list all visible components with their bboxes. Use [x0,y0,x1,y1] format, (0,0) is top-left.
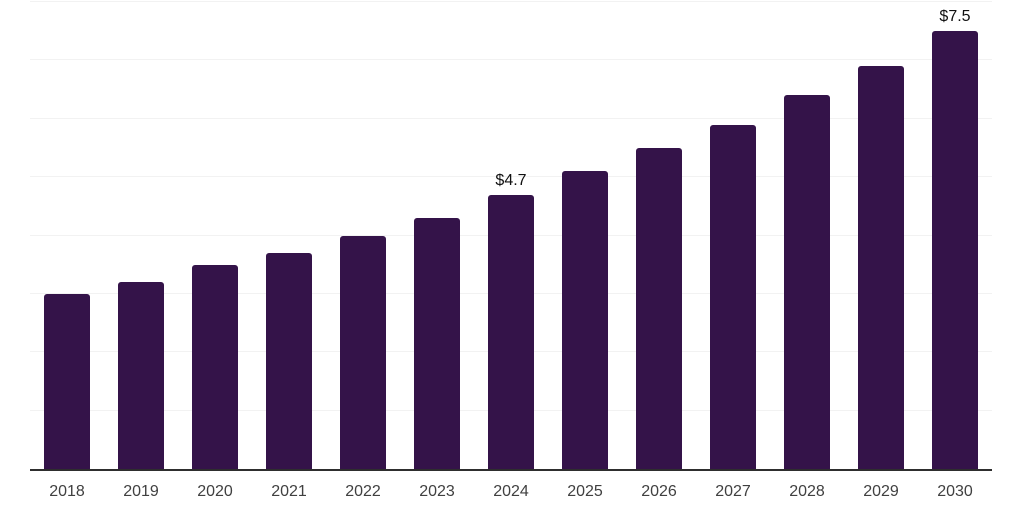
bar-slot-2020 [178,2,252,469]
bar-2029 [858,66,904,469]
gridline [30,59,992,61]
x-tick-2027: 2027 [715,483,751,500]
data-label-2030: $7.5 [939,8,971,26]
x-axis: 2018 2019 2020 2021 2022 2023 2024 2025 2026 2027… [30,481,992,503]
bar-slot-2027 [696,2,770,469]
bar-2023 [414,218,460,469]
x-tick-2018: 2018 [49,483,85,500]
bar-2021 [266,253,312,469]
bar-2020 [192,264,238,469]
x-tick-2022: 2022 [345,483,381,500]
bar-2025 [562,171,608,469]
x-tick-2024: 2024 [493,483,529,500]
bar-slot-2018 [30,2,104,469]
gridline [30,117,992,119]
bar-2028 [784,95,830,469]
x-tick-2021: 2021 [271,483,307,500]
bar-2027 [710,124,756,469]
x-tick-2019: 2019 [123,483,159,500]
bar-slot-2024: $4.7 [474,2,548,469]
bar-slot-2021 [252,2,326,469]
bar-slot-2019 [104,2,178,469]
gridline [30,1,992,2]
data-label-2024: $4.7 [495,171,527,189]
bar-2024 [488,194,534,469]
gridline [30,176,992,178]
bar-slot-2025 [548,2,622,469]
bar-slot-2026 [622,2,696,469]
bar-slot-2023 [400,2,474,469]
x-tick-2026: 2026 [641,483,677,500]
x-tick-2030: 2030 [937,483,973,500]
bar-2019 [118,282,164,469]
bar-slot-2030: $7.5 [918,2,992,469]
x-tick-2020: 2020 [197,483,233,500]
bar-slot-2028 [770,2,844,469]
bar-2022 [340,235,386,469]
bar-slot-2022 [326,2,400,469]
bar-slot-2029 [844,2,918,469]
bar-2018 [44,293,90,469]
x-tick-2028: 2028 [789,483,825,500]
x-tick-2023: 2023 [419,483,455,500]
bar-2026 [636,147,682,469]
x-tick-2029: 2029 [863,483,899,500]
bar-2030 [932,31,978,469]
plot-area: $4.7 $7.5 [30,1,992,471]
x-tick-2025: 2025 [567,483,603,500]
